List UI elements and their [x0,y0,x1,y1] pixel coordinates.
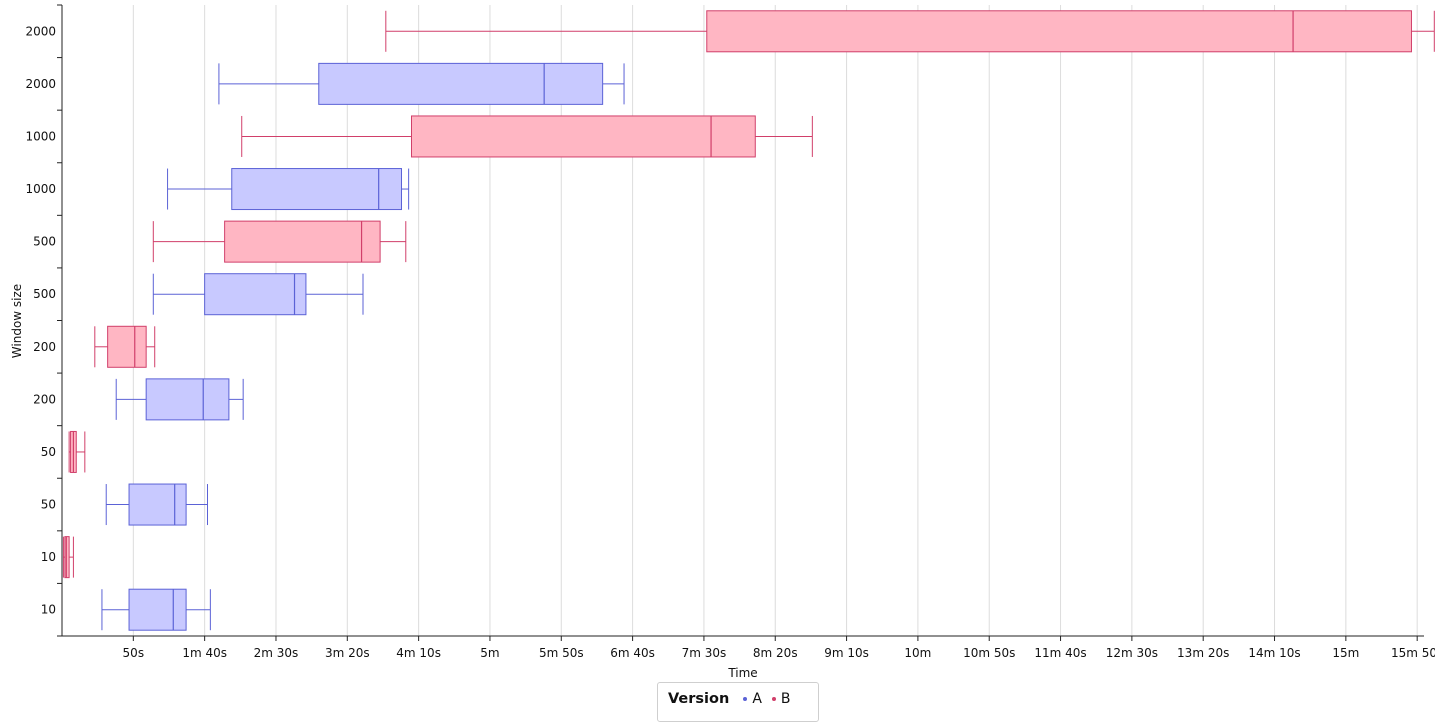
x-tick-label: 8m 20s [753,646,798,660]
iqr-box [410,115,756,158]
box-a-1000 [167,168,410,211]
box-b-200 [94,325,156,368]
y-tick-label: 10 [41,550,56,564]
x-tick-label: 4m 10s [396,646,441,660]
x-tick-label: 3m 20s [325,646,370,660]
x-tick-label: 5m [480,646,499,660]
x-tick-label: 7m 30s [682,646,727,660]
box-a-200 [115,378,244,421]
y-tick-label: 50 [41,445,56,459]
box-b-500 [152,220,407,263]
box-b-50 [68,430,86,473]
box-a-50 [105,483,209,526]
y-tick-label: 2000 [25,24,56,38]
y-axis-ticks: 2000 2000 1000 1000 500 500 200 200 50 50 10 10 [25,4,62,637]
x-tick-label: 13m 20s [1177,646,1229,660]
y-axis-title: Window size [10,284,24,358]
x-tick-label: 2m 30s [254,646,299,660]
iqr-box [224,220,381,263]
x-tick-label: 14m 10s [1248,646,1300,660]
x-tick-label: 5m 50s [539,646,584,660]
y-tick-label: 50 [41,498,56,512]
x-tick-label: 6m 40s [610,646,655,660]
iqr-box [318,62,604,105]
iqr-box [706,10,1412,53]
iqr-box [128,588,187,631]
legend-title: Version [668,691,730,707]
y-tick-label: 1000 [25,182,56,196]
legend: Version A B [657,682,819,722]
y-tick-label: 500 [33,235,56,249]
box-a-500 [152,273,364,316]
legend-a-marker [743,697,748,701]
box-b-1000 [241,115,813,158]
boxplot-series [62,10,1435,631]
iqr-box [128,483,187,526]
y-tick-label: 2000 [25,77,56,91]
iqr-box [231,168,403,211]
x-tick-label: 15m 50s [1391,646,1435,660]
box-a-2000 [218,62,625,105]
x-axis-ticks: 50s 1m 40s 2m 30s 3m 20s 4m 10s 5m 5m 50s 6m 40… [123,636,1435,660]
axes [61,5,1424,637]
grid-lines [132,5,1418,636]
y-tick-label: 200 [33,340,56,354]
y-tick-label: 500 [33,287,56,301]
x-tick-label: 10m [904,646,931,660]
legend-a-label: A [752,691,762,707]
x-axis-title: Time [727,666,757,680]
legend-b-label: B [780,691,791,707]
box-b-2000 [385,10,1435,53]
legend-item-b[interactable]: B [771,691,791,707]
iqr-box [145,378,230,421]
x-tick-label: 1m 40s [182,646,227,660]
x-tick-label: 11m 40s [1034,646,1086,660]
x-tick-label: 12m 30s [1106,646,1158,660]
iqr-box [64,536,70,579]
box-a-10 [101,588,211,631]
legend-b-marker [771,697,776,701]
x-tick-label: 50s [123,646,145,660]
x-tick-label: 9m 10s [824,646,869,660]
x-tick-label: 15m [1332,646,1359,660]
y-tick-label: 10 [41,603,56,617]
iqr-box [204,273,307,316]
iqr-box [107,325,147,368]
y-tick-label: 200 [33,392,56,406]
y-tick-label: 1000 [25,129,56,143]
legend-item-a[interactable]: A [743,691,762,707]
box-b-10 [62,536,74,579]
x-tick-label: 10m 50s [963,646,1015,660]
